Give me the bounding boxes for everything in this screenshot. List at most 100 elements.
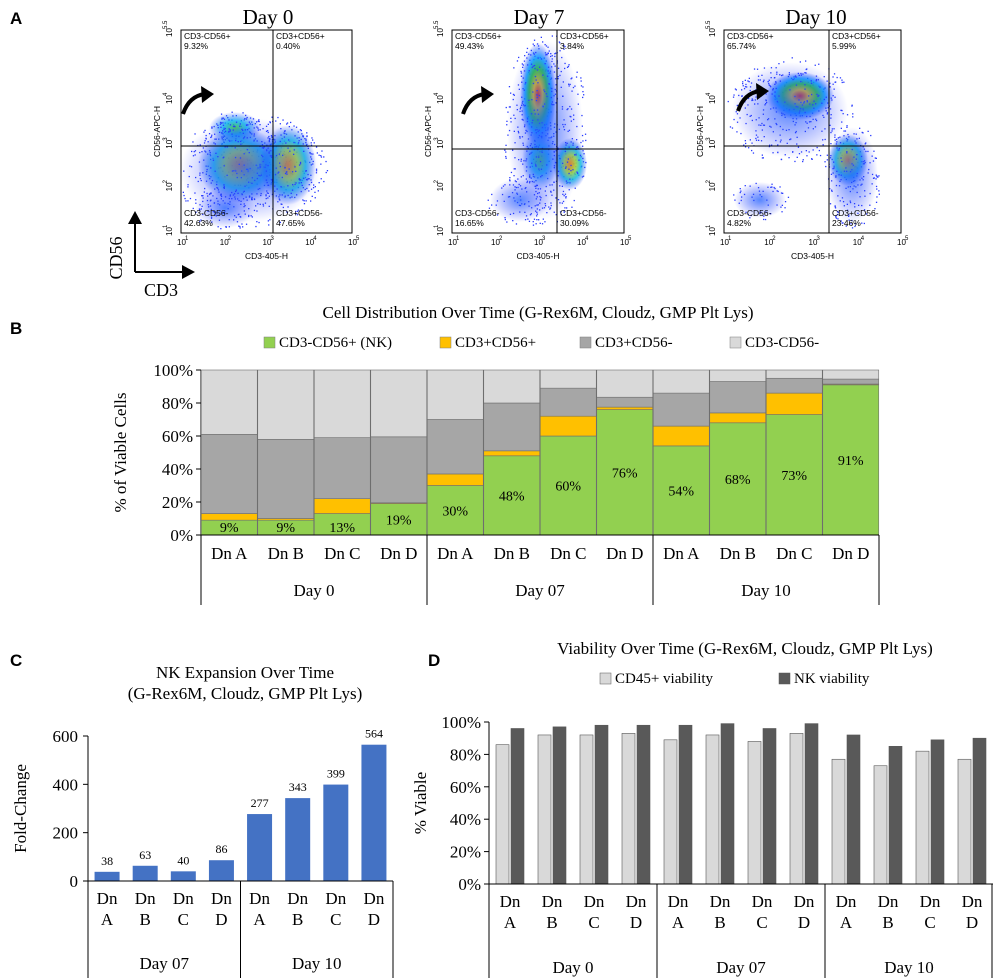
quadrant-label-upper_right: CD3+CD56+ bbox=[560, 31, 609, 41]
x-tick-exponent: 5 bbox=[905, 236, 909, 242]
stacked-bar-segment bbox=[257, 438, 315, 519]
event-dot bbox=[582, 150, 584, 152]
stacked-bar-segment bbox=[765, 369, 823, 379]
y-tick-label: 20% bbox=[450, 843, 481, 862]
event-dot bbox=[733, 194, 735, 196]
y-tick-exponent: 5.5 bbox=[163, 20, 169, 29]
quadrant-value-upper_left: 49.43% bbox=[455, 41, 484, 51]
category-label-line2: D bbox=[630, 913, 642, 932]
stacked-bar-segment bbox=[652, 392, 710, 427]
event-dot bbox=[192, 207, 194, 210]
stacked-bar-segment bbox=[483, 402, 541, 452]
event-dot bbox=[802, 159, 804, 161]
event-dot bbox=[564, 207, 566, 209]
stacked-bar-segment bbox=[539, 415, 597, 437]
flow-cytometry-panel: Day 0CD3-CD56+9.32%CD3+CD56+0.40%CD3-CD5… bbox=[152, 5, 909, 261]
x-tick-label: 10 bbox=[305, 238, 314, 247]
category-label: Dn B bbox=[268, 544, 304, 563]
event-dot bbox=[761, 157, 764, 159]
stacked-bar-segment bbox=[426, 369, 484, 420]
x-tick-exponent: 2 bbox=[772, 236, 776, 242]
data-label: 9% bbox=[276, 521, 295, 536]
y-tick-label: 0% bbox=[170, 526, 193, 545]
data-label: 48% bbox=[499, 489, 525, 504]
stacked-bar-segment bbox=[709, 422, 767, 536]
event-dot bbox=[311, 137, 313, 139]
y-tick-label: 40% bbox=[450, 810, 481, 829]
event-dot bbox=[508, 86, 511, 88]
y-tick-label: 600 bbox=[53, 727, 79, 746]
event-dot bbox=[223, 118, 226, 120]
stacked-bar-segment bbox=[596, 396, 654, 408]
event-dot bbox=[199, 220, 201, 223]
quadrant-label-lower_left: CD3-CD56- bbox=[455, 208, 500, 218]
event-dot bbox=[763, 218, 765, 221]
event-dot bbox=[220, 113, 223, 115]
y-tick-label: 10 bbox=[165, 28, 174, 37]
category-label-line2: C bbox=[330, 910, 341, 929]
event-dot bbox=[826, 154, 828, 156]
stacked-bar-segment bbox=[652, 445, 710, 536]
event-dot bbox=[325, 160, 327, 163]
panel-label-c: C bbox=[10, 651, 22, 670]
event-dot bbox=[539, 222, 541, 224]
density-region bbox=[826, 127, 878, 223]
event-dot bbox=[320, 155, 322, 157]
event-dot bbox=[310, 200, 312, 202]
event-dot bbox=[184, 197, 186, 200]
event-dot bbox=[585, 139, 587, 142]
stacked-bar-segment bbox=[200, 434, 258, 514]
event-dot bbox=[575, 76, 578, 78]
category-label-line2: B bbox=[714, 913, 725, 932]
y-tick-label: 10 bbox=[436, 227, 445, 236]
data-label: 30% bbox=[442, 504, 468, 519]
event-dot bbox=[183, 194, 185, 197]
event-dot bbox=[518, 56, 520, 59]
event-dot bbox=[839, 77, 842, 79]
group-label: Day 0 bbox=[293, 581, 334, 600]
stacked-bar-segment bbox=[200, 369, 258, 435]
event-dot bbox=[558, 41, 560, 43]
density-region bbox=[490, 178, 550, 222]
event-dot bbox=[851, 104, 853, 106]
event-dot bbox=[749, 217, 751, 219]
event-dot bbox=[487, 199, 489, 201]
data-label: 19% bbox=[386, 513, 412, 528]
event-dot bbox=[560, 214, 562, 216]
x-tick-exponent: 5 bbox=[628, 236, 632, 242]
event-dot bbox=[833, 73, 836, 75]
fold-change-bar bbox=[208, 860, 234, 881]
event-dot bbox=[316, 152, 318, 154]
event-dot bbox=[835, 217, 838, 219]
event-dot bbox=[222, 117, 224, 119]
event-dot bbox=[504, 218, 506, 221]
nk-expansion-chart: NK Expansion Over Time (G-Rex6M, Cloudz, … bbox=[11, 663, 394, 978]
event-dot bbox=[320, 156, 323, 158]
x-tick-label: 10 bbox=[897, 238, 906, 247]
event-dot bbox=[520, 176, 522, 178]
event-dot bbox=[540, 36, 542, 38]
flow-x-axis-label: CD3-405-H bbox=[245, 251, 288, 261]
legend-swatch bbox=[729, 336, 742, 349]
x-tick-label: 10 bbox=[720, 238, 729, 247]
data-label: 277 bbox=[251, 796, 269, 810]
x-tick-label: 10 bbox=[853, 238, 862, 247]
stacked-bar-segment bbox=[483, 455, 541, 536]
viability-bar bbox=[720, 723, 735, 885]
event-dot bbox=[496, 214, 499, 216]
stacked-bar-segment bbox=[539, 435, 597, 536]
event-dot bbox=[505, 106, 507, 109]
legend-swatch bbox=[579, 336, 592, 349]
event-dot bbox=[875, 201, 878, 203]
flow-plot-1: Day 7 CD3-CD56+49.43% CD3+CD56+3.84% CD3-CD… bbox=[423, 5, 632, 261]
y-tick-label: 10 bbox=[165, 95, 174, 104]
event-dot bbox=[306, 132, 308, 134]
y-tick-label: 10 bbox=[708, 227, 717, 236]
data-label: 91% bbox=[838, 454, 864, 469]
event-dot bbox=[582, 140, 584, 142]
legend-swatch bbox=[439, 336, 452, 349]
y-tick-label: 10 bbox=[165, 227, 174, 236]
group-label: Day 10 bbox=[884, 958, 934, 977]
event-dot bbox=[582, 96, 584, 99]
event-dot bbox=[238, 225, 240, 227]
